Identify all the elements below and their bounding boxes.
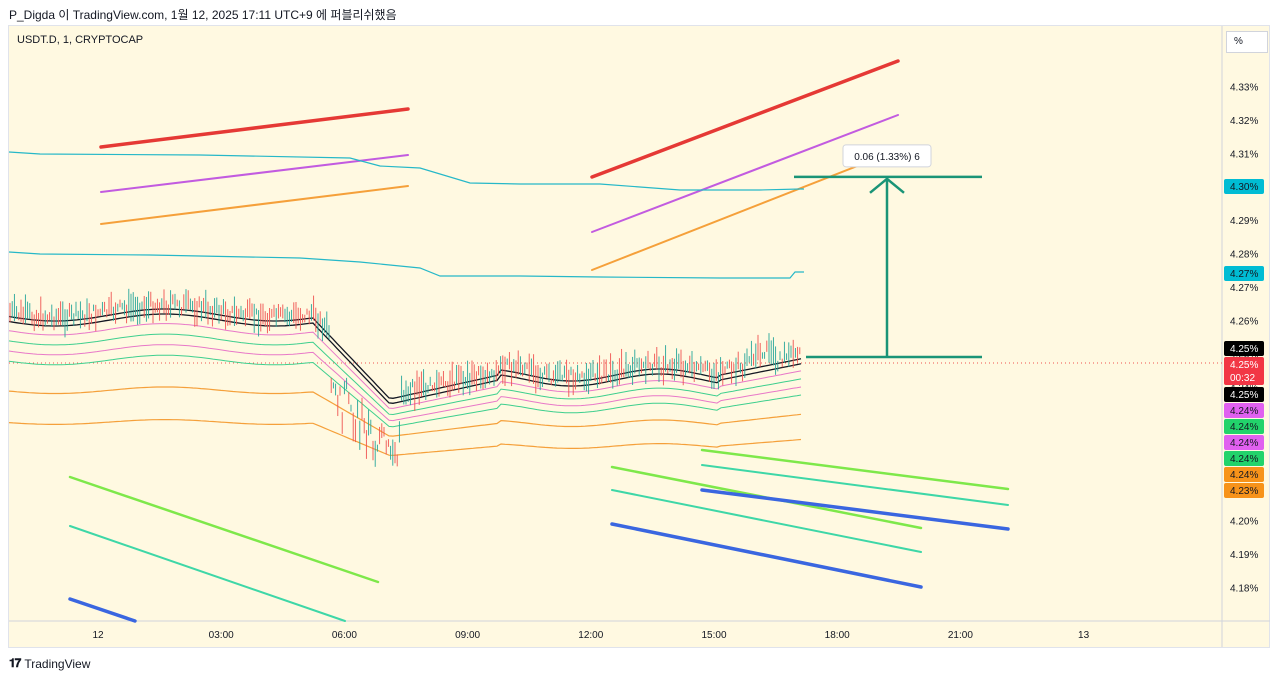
trend-line[interactable] [100,154,409,193]
trend-line[interactable] [99,107,410,149]
price-tag [1224,403,1264,418]
price-tag-label: 4.27% [1230,269,1258,280]
trend-line[interactable] [69,525,346,622]
trend-line[interactable] [700,488,1010,531]
footer-brand: TradingView [24,656,91,671]
price-tick-label: 4.29% [1230,216,1258,227]
ma-band [8,386,802,437]
trend-lines[interactable] [8,59,1010,623]
price-axis[interactable]: 4.18% 4.19% 4.20% 4.24% 4.25% 4.26% 4.27% 4.28%… [1230,83,1258,595]
ma-band [8,419,802,456]
price-tags: 4.30% 4.27% 4.25% 4.25% 00:32 4.25% 4.24% 4.24%… [1224,179,1264,498]
price-tick-label: 4.27% [1230,283,1258,294]
measure-label: 0.06 (1.33%) 6 [854,152,920,163]
price-tag-label: 4.24% [1230,438,1258,449]
trend-line[interactable] [700,448,1010,491]
price-tag [1224,419,1264,434]
measure-label-box [842,144,932,168]
price-tag-label: 4.24% [1230,454,1258,465]
price-unit-button[interactable]: % [1226,31,1268,53]
price-candles [9,288,801,467]
time-tick-label: 21:00 [948,630,973,641]
footer[interactable]: 𝟏𝟕 TradingView [9,656,90,671]
measure-arrow-head-icon[interactable] [869,177,905,194]
ma-band [8,308,802,399]
price-range-measure[interactable]: 0.06 (1.33%) 6 [794,144,982,359]
ma-band [8,344,802,422]
time-tick-label: 03:00 [209,630,234,641]
time-tick-label: 06:00 [332,630,357,641]
trend-line[interactable] [611,489,922,553]
ma-band [8,354,802,428]
trend-line[interactable] [701,464,1009,506]
price-tick-label: 4.18% [1230,583,1258,594]
ma-band [8,323,802,409]
price-tag-label: 4.23% [1230,486,1258,497]
price-tick-label: 4.33% [1230,83,1258,94]
price-tag-countdown: 00:32 [1230,373,1255,384]
time-tick-label: 12:00 [578,630,603,641]
price-tag-label: 4.24% [1230,406,1258,417]
price-tag-label: 4.25% [1230,390,1258,401]
support-step-line[interactable] [8,251,804,279]
time-tick-label: 18:00 [825,630,850,641]
price-tag [1224,435,1264,450]
tradingview-logo-icon: 𝟏𝟕 [9,656,21,670]
trend-line[interactable] [100,185,409,225]
trend-line[interactable] [591,114,899,233]
price-tag [1224,451,1264,466]
price-tag-label: 4.24% [1230,470,1258,481]
trend-line[interactable] [610,522,923,589]
support-step-line[interactable] [8,151,804,191]
price-tag-label: 4.25% [1230,344,1258,355]
trend-line[interactable] [590,59,900,179]
symbol-label[interactable]: USDT.D, 1, CRYPTOCAP [17,34,144,46]
price-tag-label: 4.25% [1230,360,1258,371]
publish-caption: P_Digda 이 TradingView.com, 1월 12, 2025 1… [9,8,397,22]
ma-band [8,333,802,416]
price-tag [1224,357,1264,385]
price-tag [1224,179,1264,194]
time-tick-label: 15:00 [701,630,726,641]
chart-frame [8,25,1270,648]
price-tag [1224,266,1264,281]
price-tick-label: 4.20% [1230,517,1258,528]
time-tick-label: 12 [92,630,104,641]
price-tag-label: 4.30% [1230,182,1258,193]
price-tick-label: 4.28% [1230,250,1258,261]
price-tag [1224,467,1264,482]
trend-line[interactable] [68,475,380,584]
price-tick-label: 4.19% [1230,550,1258,561]
time-tick-label: 13 [1078,630,1090,641]
time-tick-label: 09:00 [455,630,480,641]
time-axis[interactable]: 12 03:00 06:00 09:00 12:00 15:00 18:00 21:00 13 [92,630,1089,641]
moving-average-bands [8,308,1222,456]
ma-band [8,313,802,404]
price-tag [1224,341,1264,356]
trend-line[interactable] [68,597,137,623]
trend-line[interactable] [591,149,899,271]
price-tag [1224,387,1264,402]
price-tick-label: 4.32% [1230,116,1258,127]
price-tag-label: 4.24% [1230,422,1258,433]
price-tag [1224,483,1264,498]
price-tick-label: 4.26% [1230,316,1258,327]
price-tick-label: 4.31% [1230,149,1258,160]
